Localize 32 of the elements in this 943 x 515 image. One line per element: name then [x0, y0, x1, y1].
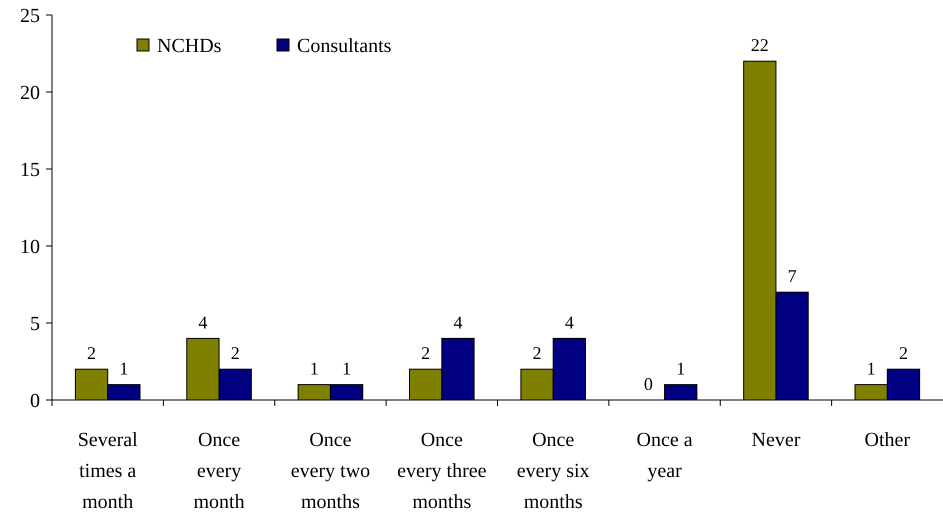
data-label: 22	[750, 35, 769, 56]
data-label: 1	[342, 358, 352, 379]
y-tick-label: 15	[20, 159, 40, 181]
data-label: 4	[198, 312, 208, 332]
x-tick-label: Several times a month	[78, 429, 138, 513]
y-tick-label: 25	[20, 5, 40, 27]
data-label: 2	[532, 343, 542, 364]
data-label: 2	[421, 343, 430, 364]
legend-label: NCHDs	[157, 35, 222, 57]
data-label: 1	[676, 358, 686, 379]
x-tick-label: Other	[864, 429, 910, 451]
data-label: 7	[788, 266, 797, 286]
data-label: 2	[230, 343, 240, 364]
x-tick-label: Once every three months	[397, 429, 487, 513]
x-tick-label: Once a year	[636, 429, 693, 482]
data-label: 4	[453, 312, 462, 332]
x-tick-label: Once every six months	[516, 429, 590, 513]
data-label: 2	[87, 343, 96, 364]
data-label: 1	[119, 358, 128, 379]
y-tick-label: 20	[20, 82, 40, 104]
x-tick-label: Once every month	[194, 429, 245, 513]
data-label: 1	[310, 358, 319, 379]
data-label: 1	[866, 358, 876, 379]
data-label: 0	[644, 374, 653, 394]
legend-label: Consultants	[297, 35, 392, 57]
y-tick-label: 0	[30, 390, 40, 412]
data-label: 2	[898, 343, 908, 364]
y-tick-label: 10	[20, 236, 40, 258]
x-tick-label: Once every two months	[290, 429, 370, 513]
y-tick-label: 5	[30, 313, 40, 335]
data-label: 4	[564, 312, 574, 332]
x-tick-label: Never	[752, 429, 801, 451]
